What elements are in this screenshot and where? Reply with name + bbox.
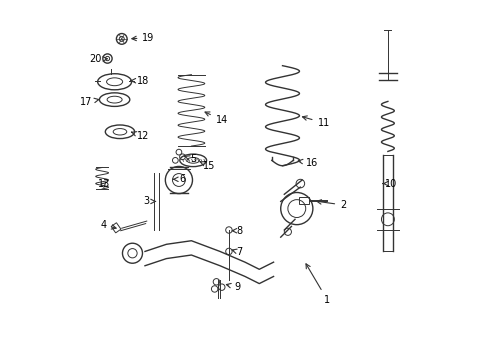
Bar <box>298 197 309 203</box>
Text: 13: 13 <box>98 179 110 189</box>
Text: 7: 7 <box>232 247 243 257</box>
Text: 10: 10 <box>383 179 397 189</box>
Text: 12: 12 <box>131 131 149 141</box>
Text: 17: 17 <box>80 97 99 107</box>
Text: 2: 2 <box>317 200 346 210</box>
Text: 3: 3 <box>144 197 156 206</box>
Text: 15: 15 <box>200 161 216 171</box>
Text: 9: 9 <box>226 282 240 292</box>
Text: 8: 8 <box>232 226 243 236</box>
Text: 20: 20 <box>89 54 107 64</box>
Bar <box>111 223 121 233</box>
Text: 14: 14 <box>205 112 228 125</box>
Text: 11: 11 <box>302 116 330 128</box>
Text: 18: 18 <box>131 76 149 86</box>
Text: 16: 16 <box>298 158 318 168</box>
Text: 5: 5 <box>185 154 196 164</box>
Text: 4: 4 <box>101 220 116 230</box>
Text: 19: 19 <box>132 33 155 43</box>
Text: 1: 1 <box>306 264 330 305</box>
Text: 6: 6 <box>173 174 186 184</box>
